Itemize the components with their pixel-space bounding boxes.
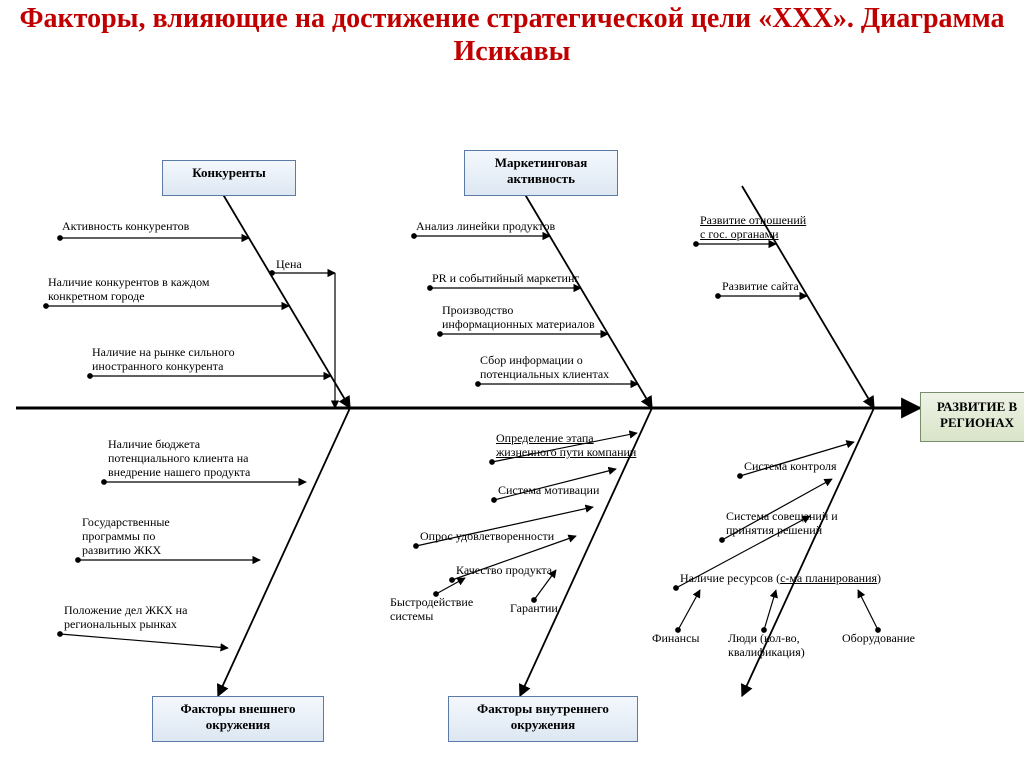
cause-label: Цена xyxy=(276,258,302,272)
category-box-competitors: Конкуренты xyxy=(162,160,296,196)
category-box-marketing: Маркетинговая активность xyxy=(464,150,618,196)
cause-label: Система контроля xyxy=(744,460,837,474)
cause-label: Наличие конкурентов в каждом конкретном … xyxy=(48,276,210,304)
cause-label: Наличие на рынке сильного иностранного к… xyxy=(92,346,235,374)
cause-label: Система совещаний и принятия решений xyxy=(726,510,838,538)
cause-label: Анализ линейки продуктов xyxy=(416,220,555,234)
cause-label: Государственные программы по развитию ЖК… xyxy=(82,516,170,557)
category-box-internal: Факторы внутреннего окружения xyxy=(448,696,638,742)
cause-label: Развитие сайта xyxy=(722,280,799,294)
cause-label: Оборудование xyxy=(842,632,915,646)
cause-label: Финансы xyxy=(652,632,699,646)
cause-label: Качество продукта xyxy=(456,564,552,578)
cause-label: PR и событийный маркетинг xyxy=(432,272,579,286)
cause-label: Система мотивации xyxy=(498,484,599,498)
cause-label: Наличие бюджета потенциального клиента н… xyxy=(108,438,250,479)
cause-label: Развитие отношений с гос. органами xyxy=(700,214,806,242)
cause-label: Люди (кол-во, квалификация) xyxy=(728,632,805,660)
cause-label: Определение этапа жизненного пути компан… xyxy=(496,432,636,460)
cause-label: Активность конкурентов xyxy=(62,220,189,234)
fishbone-diagram xyxy=(0,0,1024,767)
result-box: РАЗВИТИЕ В РЕГИОНАХ xyxy=(920,392,1024,442)
cause-label: Быстродействие системы xyxy=(390,596,473,624)
cause-label: Производство информационных материалов xyxy=(442,304,595,332)
cause-label: Сбор информации о потенциальных клиентах xyxy=(480,354,609,382)
cause-label: Наличие ресурсов (с-ма планирования) xyxy=(680,572,881,586)
category-box-external: Факторы внешнего окружения xyxy=(152,696,324,742)
cause-label: Положение дел ЖКХ на региональных рынках xyxy=(64,604,187,632)
cause-label: Гарантии xyxy=(510,602,558,616)
cause-label: Опрос удовлетворенности xyxy=(420,530,554,544)
